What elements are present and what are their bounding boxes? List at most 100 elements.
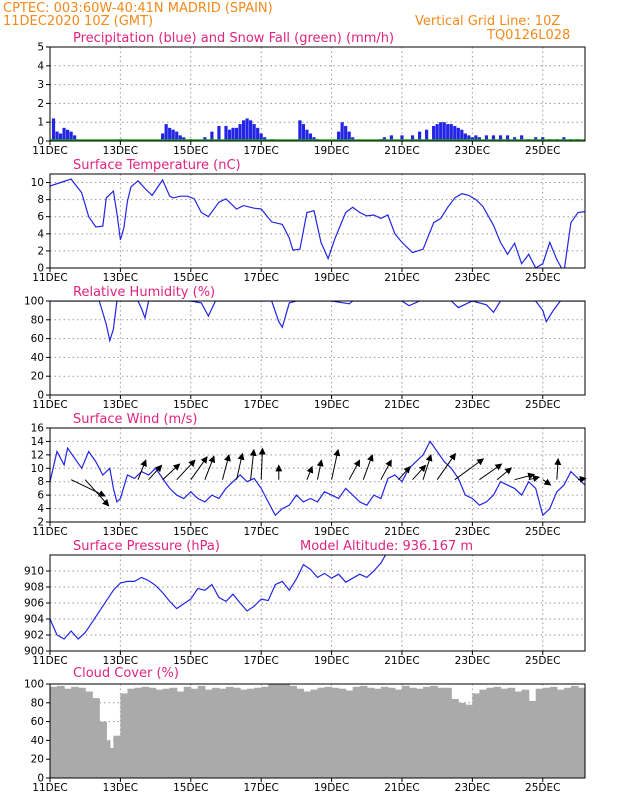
wind-ytick-label: 14 <box>31 436 45 448</box>
precip-bar <box>249 120 253 141</box>
cloud-bar <box>423 686 431 778</box>
precip-bar <box>217 125 221 141</box>
precip-bar <box>463 133 467 141</box>
precip-bar <box>439 122 443 141</box>
cloud-xtick-label: 23DEC <box>455 782 490 794</box>
wind-series <box>50 440 585 517</box>
cloud-bar <box>324 686 333 778</box>
cloud-bar <box>78 687 86 778</box>
precip-bar <box>224 125 228 141</box>
temp-title: Surface Temperature (nC) <box>73 158 241 173</box>
wind-xtick-label: 25DEC <box>525 526 560 538</box>
cloud-bar <box>141 686 150 778</box>
temp-ytick-label: 8 <box>37 194 44 206</box>
cloud-bar <box>134 687 143 778</box>
run-code: TQ0126L028 <box>486 28 570 43</box>
precip-bar <box>449 124 453 141</box>
wind-arrow <box>148 464 163 481</box>
pres-altitude: Model Altitude: 936.167 m <box>300 539 473 554</box>
cloud-xtick-label: 25DEC <box>525 782 560 794</box>
precip-xtick-label: 25DEC <box>525 145 560 157</box>
precip-frame <box>49 46 586 142</box>
pres-ytick-label: 906 <box>24 598 44 610</box>
temp-ytick-label: 6 <box>37 211 44 223</box>
cloud-bar <box>409 687 417 778</box>
cloud-bar <box>71 686 79 778</box>
wind-xtick-label: 19DEC <box>314 526 349 538</box>
cloud-bar <box>183 686 192 778</box>
cloud-bar <box>542 687 551 778</box>
cloud-bar <box>507 687 516 778</box>
precip-bar <box>238 124 242 141</box>
wind-arrow <box>554 457 562 480</box>
cloud-bar <box>85 691 93 778</box>
cloud-bar <box>416 688 424 778</box>
cloud-bar <box>528 700 537 778</box>
wind-arrow <box>496 467 513 481</box>
wind-arrow <box>542 478 552 486</box>
wind-arrow <box>362 454 374 480</box>
wind-ytick-label: 16 <box>31 423 45 435</box>
precip-bar <box>252 124 256 141</box>
rh-series <box>50 301 585 343</box>
station-line: CPTEC: 003:60W-40:41N MADRID (SPAIN) <box>3 1 273 16</box>
wind-xtick-label: 23DEC <box>455 526 490 538</box>
cloud-bar <box>190 688 199 778</box>
precip-xtick-label: 19DEC <box>314 145 349 157</box>
cloud-bar <box>500 688 509 778</box>
pres-panel: 900 902 904 906 908 910 11DEC 13DEC 15DEC 17DEC 19… <box>24 554 586 667</box>
pres-xtick-label: 23DEC <box>455 655 490 667</box>
cloud-ytick-label: 80 <box>31 697 44 709</box>
wind-ytick-label: 8 <box>37 476 44 488</box>
temp-series <box>50 178 585 268</box>
temp-xtick-label: 23DEC <box>455 272 490 284</box>
grid-note: Vertical Grid Line: 10Z <box>415 14 560 29</box>
pres-xtick-label: 15DEC <box>173 655 208 667</box>
temp-xtick-label: 17DEC <box>243 272 278 284</box>
cloud-bar <box>387 687 396 778</box>
cloud-bar <box>204 689 213 778</box>
cloud-bar <box>155 689 164 778</box>
precip-bar <box>467 135 471 141</box>
wind-ytick-label: 2 <box>37 517 44 529</box>
wind-arrow <box>380 459 392 480</box>
cloud-series <box>50 684 585 778</box>
rh-xtick-label: 21DEC <box>384 399 419 411</box>
cloud-frame <box>49 683 586 779</box>
cloud-bar <box>479 689 488 778</box>
rh-xtick-label: 19DEC <box>314 399 349 411</box>
precip-bar <box>231 127 235 141</box>
pres-xtick-label: 25DEC <box>525 655 560 667</box>
precip-bar <box>534 137 538 141</box>
cloud-bar <box>394 689 403 778</box>
wind-xtick-label: 17DEC <box>243 526 278 538</box>
precip-bar <box>58 133 63 141</box>
cloud-ytick-label: 40 <box>31 735 44 747</box>
cloud-bar <box>549 686 558 778</box>
precip-bar <box>337 131 341 141</box>
rh-frame <box>49 300 586 396</box>
temp-ytick-label: 4 <box>37 228 44 240</box>
precip-bar <box>245 118 249 141</box>
precip-bar <box>513 137 517 141</box>
cloud-title: Cloud Cover (%) <box>73 666 179 681</box>
cloud-bar <box>563 687 572 778</box>
wind-arrow <box>422 454 433 480</box>
temp-xtick-label: 13DEC <box>103 272 138 284</box>
wind-arrow <box>316 459 324 480</box>
precip-bar <box>417 131 422 141</box>
precip-bar <box>234 127 239 141</box>
precip-bar <box>432 125 436 141</box>
precip-ytick-label: 5 <box>37 42 44 54</box>
cloud-bar <box>577 687 585 778</box>
precip-xtick-label: 21DEC <box>384 145 419 157</box>
cloud-bar <box>359 685 368 778</box>
cloud-bar <box>493 686 502 778</box>
wind-ytick-label: 4 <box>37 503 44 515</box>
rh-xtick-label: 13DEC <box>103 399 138 411</box>
pres-ytick-label: 904 <box>24 614 44 626</box>
precip-ytick-label: 1 <box>37 117 44 129</box>
precip-bar <box>470 137 474 141</box>
wind-arrow <box>137 459 147 480</box>
cloud-ytick-label: 20 <box>31 754 44 766</box>
